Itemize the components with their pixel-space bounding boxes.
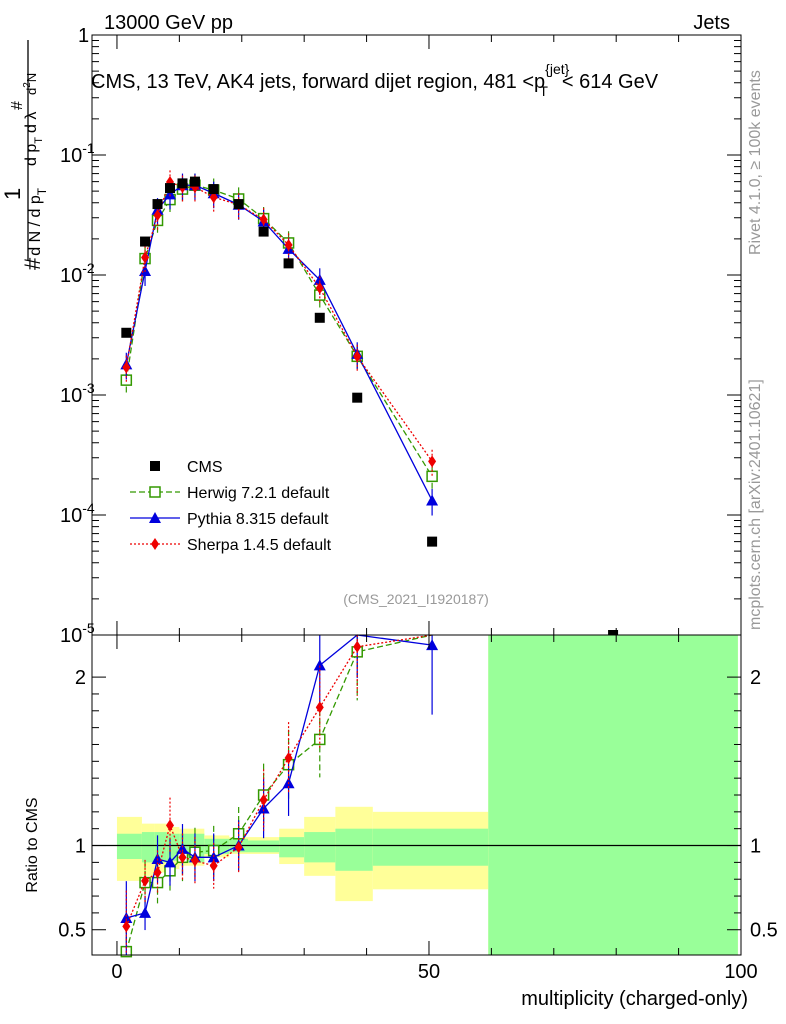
cms-point (121, 327, 132, 338)
cms-point (152, 199, 163, 210)
pythia-point (426, 494, 439, 506)
stat-uncertainty-band (372, 828, 489, 866)
sherpa-ratio-point (315, 701, 324, 714)
legend-pythia-marker (149, 512, 161, 523)
sherpa-point (259, 213, 268, 226)
herwig-line (125, 184, 433, 477)
cms-point (140, 236, 151, 247)
header-right: Jets (693, 12, 730, 34)
x-tick-label: 0 (111, 961, 122, 983)
sherpa-line (125, 181, 433, 462)
pythia-point (313, 273, 326, 285)
svg-text:d2N: d2N (22, 73, 39, 95)
sherpa-point (284, 238, 293, 251)
sherpa-point (428, 455, 437, 468)
pythia-ratio-point (139, 906, 152, 918)
sherpa-point (353, 350, 362, 363)
cms-point (258, 226, 269, 237)
sherpa-point (141, 251, 150, 264)
pythia-line (125, 184, 433, 501)
sherpa-point (315, 281, 324, 294)
stat-uncertainty-band (279, 837, 305, 858)
sherpa-ratio-point (141, 874, 150, 887)
cms-point (427, 536, 438, 547)
cms-point (352, 392, 363, 403)
cms-point (314, 312, 325, 323)
main-y-axis-title: #d N / d pT 1 # d pTd λ d2N (0, 40, 49, 270)
pythia-ratio-point (164, 856, 177, 868)
sherpa-ratio-point (178, 851, 187, 864)
sherpa-ratio-point (153, 866, 162, 879)
sherpa-point (122, 361, 131, 374)
cms-point (165, 183, 176, 194)
sherpa-point (153, 209, 162, 222)
legend-sherpa-marker (151, 538, 159, 550)
mcplots-label: mcplots.cern.ch [arXiv:2401.10621] (747, 379, 764, 630)
sherpa-ratio-point (259, 794, 268, 807)
legend-sherpa-label: Sherpa 1.4.5 default (187, 537, 332, 554)
pythia-ratio-point (257, 802, 270, 814)
svg-text:1: 1 (0, 188, 25, 200)
legend-pythia-label: Pythia 8.315 default (187, 511, 329, 528)
legend-herwig-marker (149, 486, 161, 498)
legend-herwig-label: Herwig 7.2.1 default (187, 485, 330, 502)
y-tick-label: 10-3 (60, 380, 95, 407)
ratio-y-tick-label-right: 2 (750, 667, 761, 689)
x-tick-label: 50 (418, 961, 440, 983)
ratio-y-axis-title: Ratio to CMS (24, 797, 41, 892)
y-tick-label: 10-2 (60, 260, 95, 287)
rivet-label: Rivet 4.1.0, ≥ 100k events (747, 70, 764, 255)
header-left: 13000 GeV pp (104, 12, 233, 34)
cms-point (189, 176, 200, 187)
ratio-y-tick-label: 0.5 (58, 920, 86, 942)
sherpa-ratio-point (122, 920, 131, 933)
stat-uncertainty-band (141, 832, 155, 863)
cms-point (283, 258, 294, 269)
stat-uncertainty-band (116, 833, 142, 859)
sherpa-ratio-point (190, 854, 199, 867)
legend-cms-marker (150, 461, 160, 471)
stat-uncertainty-band (335, 828, 373, 871)
pythia-ratio-point (120, 911, 133, 923)
cms-point (233, 199, 244, 210)
analysis-label: (CMS_2021_I1920187) (343, 591, 489, 607)
pythia-ratio-point (313, 659, 326, 671)
legend-cms-label: CMS (187, 459, 223, 476)
sherpa-point (209, 191, 218, 204)
y-tick-label: 10-4 (60, 500, 95, 527)
sherpa-ratio-point (284, 751, 293, 764)
sherpa-ratio-point (234, 841, 243, 854)
stat-uncertainty-band (304, 832, 336, 863)
y-tick-label: 10-5 (60, 620, 95, 647)
ratio-y-tick-label-right: 0.5 (750, 920, 778, 942)
stat-uncertainty-band (488, 635, 738, 955)
svg-text:#: # (9, 101, 26, 110)
cms-point (208, 184, 219, 195)
ratio-y-tick-label: 2 (75, 667, 86, 689)
ratio-y-tick-label-right: 1 (750, 836, 761, 858)
svg-text:d pTd λ: d pTd λ (23, 112, 45, 166)
ratio-y-tick-label: 1 (75, 836, 86, 858)
y-tick-label: 10-1 (60, 140, 95, 167)
legend: CMS Herwig 7.2.1 default Pythia 8.315 defa… (130, 459, 332, 554)
sherpa-ratio-point (209, 859, 218, 872)
stat-uncertainty-band (248, 840, 280, 853)
x-tick-label: 100 (724, 961, 757, 983)
pythia-point (164, 188, 177, 200)
cms-point (177, 178, 188, 189)
chart-title: CMS, 13 TeV, AK4 jets, forward dijet reg… (91, 61, 659, 99)
svg-text:#d N / d pT: #d N / d pT (20, 187, 49, 270)
sherpa-ratio-point (353, 640, 362, 653)
sherpa-ratio-point (166, 819, 175, 832)
x-axis-title: multiplicity (charged-only) (521, 988, 748, 1010)
y-tick-label: 1 (78, 25, 89, 47)
